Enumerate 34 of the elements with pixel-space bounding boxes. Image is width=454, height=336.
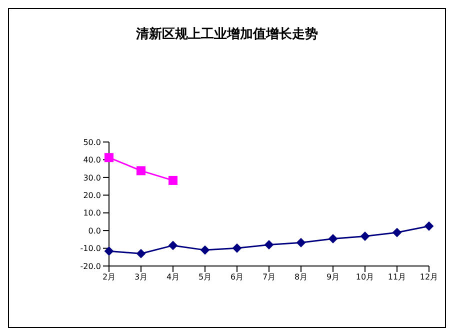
x-tick-label: 7月 — [262, 272, 276, 282]
point — [200, 246, 210, 255]
point — [328, 234, 338, 244]
point — [392, 228, 402, 238]
point — [296, 238, 306, 248]
chart-title: 清新区规上工业增加值增长走势 — [135, 26, 319, 43]
y-tick-label: 40.0 — [83, 156, 101, 165]
x-tick-label: 5月 — [198, 272, 212, 282]
x-tick-label: 12月 — [420, 272, 438, 282]
y-tick-label: -20.0 — [80, 262, 101, 271]
y-tick-label: 20.0 — [83, 190, 101, 200]
x-tick-label: 3月 — [134, 272, 148, 282]
x-tick-label: 11月 — [388, 272, 406, 282]
point — [168, 176, 178, 185]
y-tick-label: 0.0 — [88, 226, 101, 236]
x-tick-label: 2月 — [102, 272, 116, 282]
y-tick-label: 30.0 — [83, 173, 101, 182]
x-tick-label: 10月 — [356, 272, 374, 282]
x-tick-label: 6月 — [230, 272, 244, 282]
y-tick-label: -10.0 — [80, 244, 101, 254]
point — [168, 240, 178, 250]
point — [360, 232, 370, 241]
x-tick-label: 8月 — [294, 272, 308, 282]
point — [136, 249, 146, 258]
point — [136, 166, 146, 176]
x-tick-label: 4月 — [166, 272, 180, 282]
point — [104, 153, 114, 162]
y-tick-label: 10.0 — [83, 208, 101, 218]
x-tick-label: 9月 — [326, 272, 340, 282]
point — [264, 240, 274, 250]
point — [104, 246, 114, 256]
point — [232, 244, 242, 253]
point — [424, 222, 434, 231]
y-tick-label: 50.0 — [83, 138, 101, 147]
